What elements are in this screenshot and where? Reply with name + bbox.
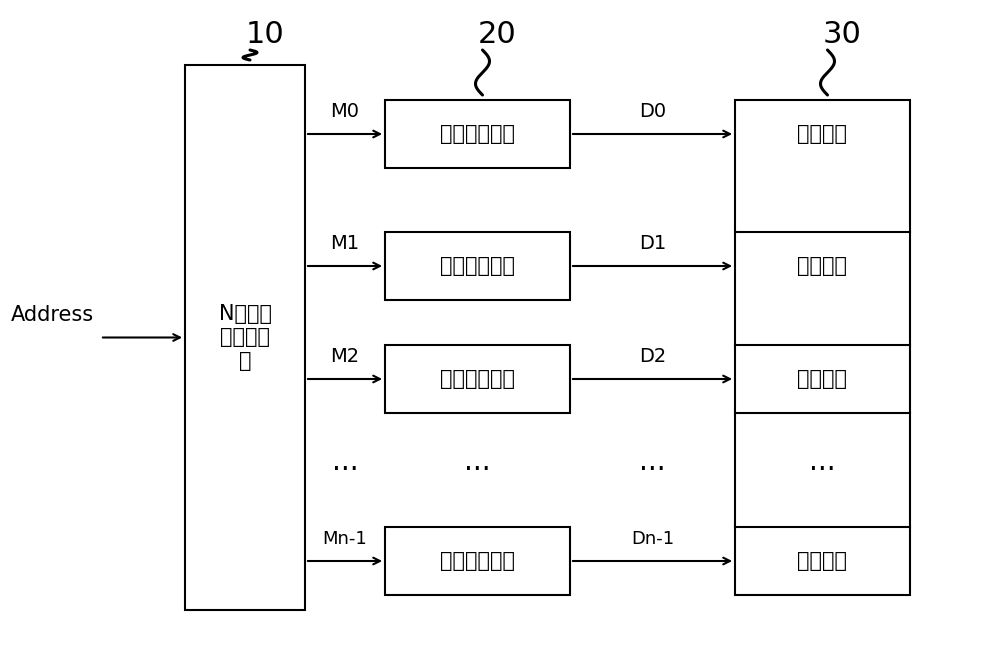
Text: 30: 30 <box>823 20 862 49</box>
Text: Dn-1: Dn-1 <box>631 530 674 548</box>
Text: M1: M1 <box>330 234 360 253</box>
Text: 地址产生电路: 地址产生电路 <box>440 369 515 389</box>
Text: 存储器字: 存储器字 <box>798 124 848 144</box>
Bar <box>385 100 570 168</box>
Text: 存储器字: 存储器字 <box>798 369 848 389</box>
Bar <box>185 65 305 610</box>
Text: M2: M2 <box>330 347 360 366</box>
Text: 地址产生电路: 地址产生电路 <box>440 256 515 276</box>
Text: 地址产生电路: 地址产生电路 <box>440 551 515 571</box>
Text: D0: D0 <box>639 102 666 121</box>
Text: ···: ··· <box>332 456 358 484</box>
Text: ···: ··· <box>464 456 491 484</box>
Bar <box>385 527 570 595</box>
Text: 20: 20 <box>478 20 517 49</box>
Text: ···: ··· <box>809 456 836 484</box>
Bar <box>385 232 570 300</box>
Text: M0: M0 <box>330 102 360 121</box>
Text: N位循环
计数器电
路: N位循环 计数器电 路 <box>219 305 272 370</box>
Text: 存储器字: 存储器字 <box>798 551 848 571</box>
Text: Address: Address <box>10 305 94 325</box>
Text: D1: D1 <box>639 234 666 253</box>
Text: 存储器字: 存储器字 <box>798 256 848 276</box>
Bar <box>385 345 570 413</box>
Text: 地址产生电路: 地址产生电路 <box>440 124 515 144</box>
Text: ···: ··· <box>639 456 666 484</box>
Bar <box>735 100 910 595</box>
Text: 10: 10 <box>246 20 284 49</box>
Text: Mn-1: Mn-1 <box>323 530 367 548</box>
Text: D2: D2 <box>639 347 666 366</box>
